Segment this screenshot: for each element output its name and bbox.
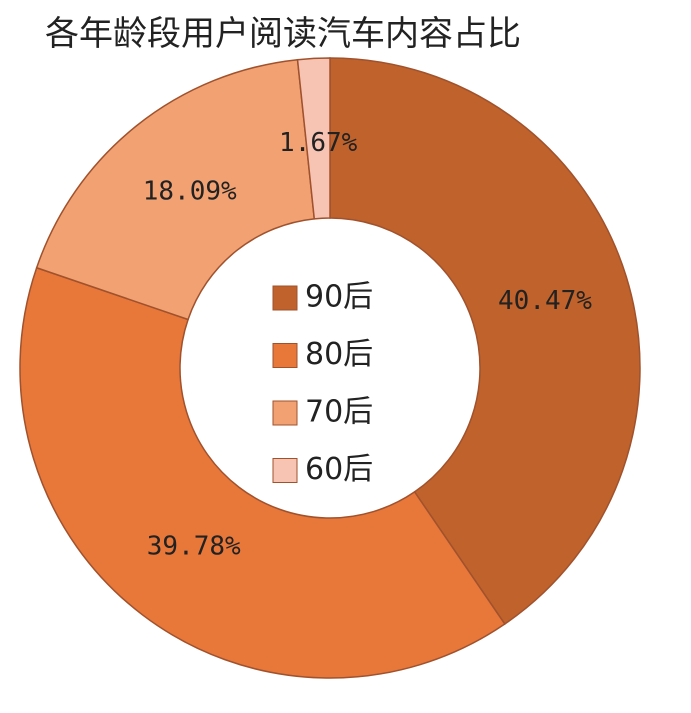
chart-title: 各年龄段用户阅读汽车内容占比 [45,14,521,54]
legend-swatch [272,400,298,426]
value-label: 40.47% [498,286,592,316]
legend-label: 70后 [305,395,373,430]
value-label: 1.67% [279,128,358,158]
legend-swatch [272,343,298,368]
legend-label: 80后 [305,337,373,372]
legend-label: 60后 [305,452,373,487]
legend-swatch [272,285,298,311]
slice [329,57,641,626]
value-label: 39.78% [147,532,241,562]
slice [296,57,331,220]
value-label: 18.09% [143,177,237,207]
legend-swatch [272,458,298,483]
legend-label: 90后 [305,280,373,315]
slice [19,266,506,679]
slice [35,58,316,321]
